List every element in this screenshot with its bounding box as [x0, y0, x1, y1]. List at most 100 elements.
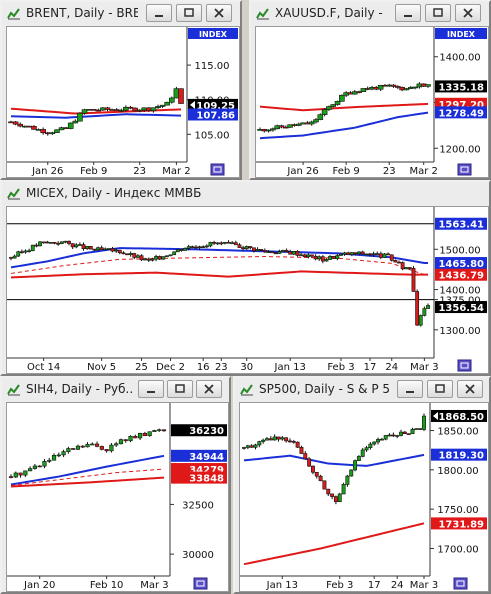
candle [23, 470, 28, 476]
minimize-button[interactable] [395, 4, 421, 22]
candle [179, 249, 184, 251]
candle [133, 435, 138, 439]
candle [357, 251, 362, 255]
price-tag-label: 1335.18 [438, 82, 484, 93]
candle [19, 251, 24, 254]
price-tag [435, 106, 487, 119]
title-bar[interactable]: MICEX, Daily - Индекс ММВБ [4, 184, 487, 204]
candle [212, 242, 216, 244]
scroll-lock-icon[interactable] [210, 163, 225, 176]
chart-area[interactable]: 1500.001400.001375.001300.001563.411465.… [6, 206, 489, 374]
candle [353, 252, 358, 255]
price-tag [435, 301, 487, 314]
window-title: BRENT, Daily - BRE... [26, 6, 138, 20]
candle [308, 121, 315, 125]
minimize-button[interactable] [397, 380, 423, 398]
chart-area[interactable]: 32500 30000 36230 34944 34279 33848 Jan 20 Feb … [6, 402, 229, 592]
candle [128, 435, 133, 442]
price-tag-label: 1563.41 [438, 220, 484, 231]
price-tag [431, 517, 487, 530]
candle [255, 249, 260, 252]
scroll-lock-icon[interactable] [457, 163, 472, 176]
title-bar[interactable]: SIH4, Daily - Руб... [4, 380, 227, 400]
candle [277, 251, 282, 254]
title-bar[interactable]: SP500, Daily - S & P 5... [237, 380, 487, 400]
moving-average-line [243, 453, 425, 467]
restore-button[interactable] [176, 4, 202, 22]
scroll-lock-icon[interactable] [457, 359, 472, 372]
candle [406, 433, 411, 436]
candle [103, 248, 108, 251]
candle [99, 446, 104, 450]
candle [371, 253, 376, 255]
scroll-lock-box [193, 577, 208, 590]
price-tag-label: 1297.20 [438, 100, 484, 111]
candle [81, 109, 88, 114]
x-tick-label: Jan 13 [266, 580, 298, 591]
candle [169, 97, 175, 103]
candle [201, 246, 206, 248]
candle [372, 441, 377, 445]
candle [412, 86, 418, 89]
chart-window-sp500[interactable]: SP500, Daily - S & P 5... 1850.00 1800.00… [233, 376, 491, 594]
candle [395, 435, 400, 437]
x-tick-label: Jan 20 [23, 580, 55, 591]
candle [178, 88, 184, 104]
candle [303, 453, 308, 460]
chart-window-sih4[interactable]: SIH4, Daily - Руб... 32500 30000 36230 3494… [0, 376, 231, 594]
chart-window-micex[interactable]: MICEX, Daily - Индекс ММВБ 1500.00 1400.0… [0, 180, 491, 376]
candle [389, 254, 394, 261]
candle [425, 84, 431, 87]
chart-icon [7, 384, 20, 396]
restore-button[interactable] [425, 4, 451, 22]
price-tag-label: 1465.80 [438, 259, 484, 270]
scroll-lock-icon[interactable] [193, 577, 208, 590]
restore-button[interactable] [427, 380, 453, 398]
candle [346, 252, 351, 255]
candle [88, 246, 93, 250]
chart-area[interactable]: 1400.001300.001200.00INDEX1335.181297.20… [255, 26, 489, 178]
candle [168, 254, 173, 257]
candle [364, 447, 369, 451]
x-tick-label: 25 [135, 362, 148, 373]
candle [342, 252, 347, 255]
candle [143, 258, 148, 261]
candle [104, 107, 111, 110]
candle [161, 429, 167, 432]
candle [226, 241, 231, 244]
candle [94, 443, 100, 447]
close-button[interactable] [455, 4, 481, 22]
price-tag [435, 217, 487, 230]
close-button[interactable] [206, 4, 232, 22]
candle [339, 253, 343, 256]
candle [110, 248, 115, 252]
candle [28, 468, 33, 472]
chart-window-brent[interactable]: BRENT, Daily - BRE... 115.00110.00105.00… [0, 0, 242, 180]
title-bar[interactable]: BRENT, Daily - BRE... [4, 4, 238, 24]
candle [90, 443, 95, 446]
chart-area[interactable]: 1850.00 1800.00 1750.00 1700.00 1868.50 1819.… [239, 402, 489, 592]
minimize-button[interactable] [146, 4, 172, 22]
scroll-lock-icon[interactable] [453, 577, 468, 590]
restore-button[interactable] [167, 380, 193, 398]
candle [422, 308, 427, 316]
candle [242, 447, 246, 449]
close-icon [214, 8, 224, 18]
candle [321, 109, 328, 115]
minimize-button[interactable] [138, 380, 164, 398]
candle [58, 127, 65, 131]
x-tick-label: 23 [133, 166, 146, 177]
close-button[interactable] [457, 380, 483, 398]
restore-icon [435, 384, 445, 393]
close-button[interactable] [196, 380, 222, 398]
candle [63, 127, 69, 129]
candle [165, 255, 169, 258]
candle [387, 434, 392, 437]
y-tick-label: 115.00 [195, 61, 230, 72]
title-bar[interactable]: XAUUSD.F, Daily - ... [253, 4, 487, 24]
candle [244, 246, 249, 250]
candle [337, 493, 342, 502]
chart-window-xauusd[interactable]: XAUUSD.F, Daily - ... 1400.001300.001200… [249, 0, 491, 180]
candle [117, 249, 122, 254]
